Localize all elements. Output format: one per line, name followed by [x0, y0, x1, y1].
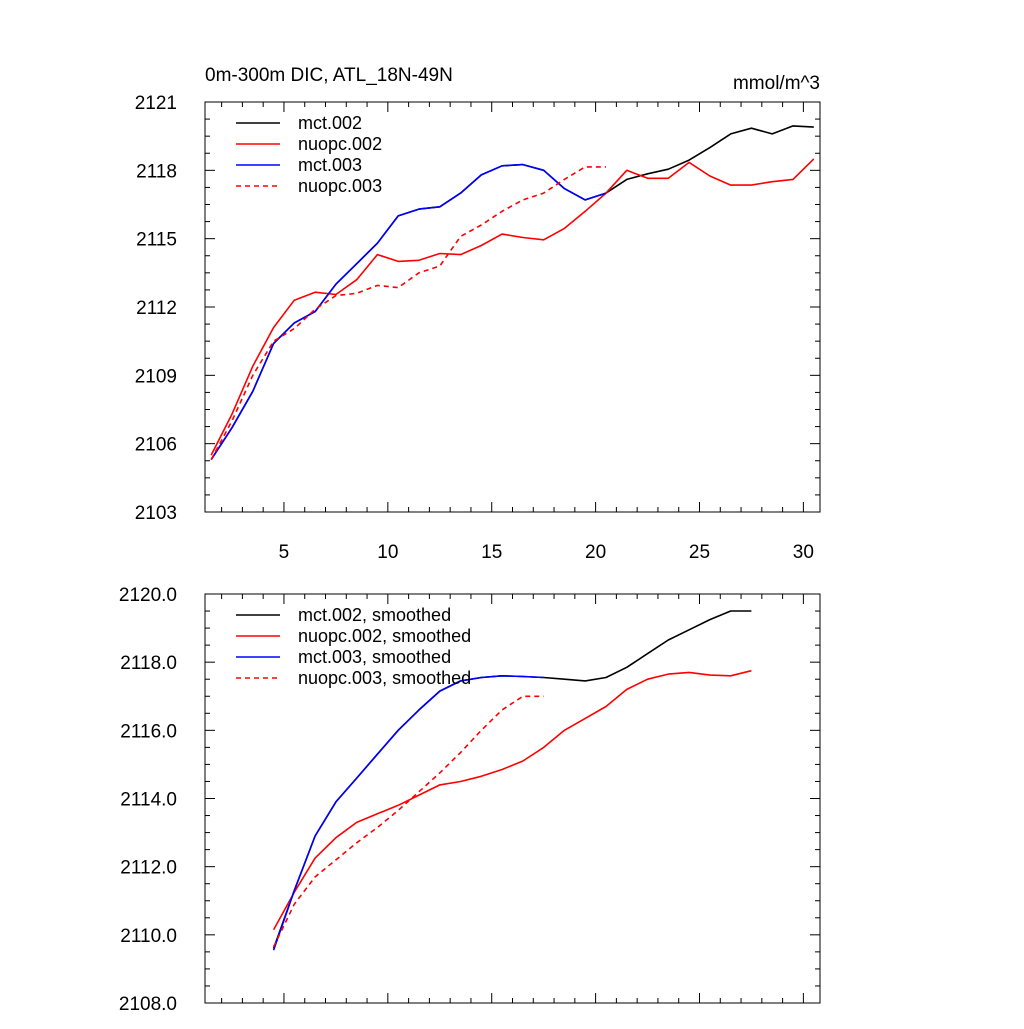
y-tick-label: 2106 — [135, 435, 177, 456]
bottom-panel: 2108.0 2110.0 2112.0 2114.0 2116.0 2118.0 2120… — [119, 585, 821, 1015]
y-tick-label: 2118 — [136, 161, 177, 182]
y-tick-label: 2121 — [135, 93, 177, 114]
x-tick-label: 5 — [279, 542, 290, 563]
y-tick-label: 2112 — [136, 298, 177, 319]
units-label: mmol/m^3 — [733, 73, 820, 94]
series-line-mct-003-smoothed — [272, 674, 544, 951]
y-tick-label: 2108.0 — [119, 994, 177, 1015]
series-line-nuopc-002 — [210, 158, 815, 456]
y-tick-label: 2112.0 — [120, 858, 177, 879]
y-tick-label: 2114.0 — [120, 790, 177, 811]
y-tick-label: 2120.0 — [119, 585, 177, 606]
x-tick-label: 15 — [481, 542, 502, 563]
x-tick-label: 25 — [689, 542, 710, 563]
legend-label-nuopc-003: nuopc.003 — [298, 176, 382, 196]
series-line-mct-003 — [210, 163, 607, 461]
y-tick-label: 2110.0 — [120, 926, 177, 947]
x-tick-label: 30 — [793, 542, 814, 563]
x-tick-label: 10 — [377, 542, 398, 563]
series-line-nuopc-003 — [210, 166, 606, 460]
y-tick-label: 2109 — [135, 366, 177, 387]
top-panel: 2103 2106 2109 2112 2115 2118 2121 5 10 15 20 25 30 0… — [135, 65, 821, 563]
legend-label-nuopc-003-smoothed: nuopc.003, smoothed — [298, 668, 471, 688]
y-tick-label: 2115 — [136, 230, 177, 251]
y-tick-label: 2116.0 — [120, 721, 177, 742]
series-line-nuopc-002-smoothed — [272, 669, 752, 931]
legend-label-mct-002: mct.002 — [298, 113, 362, 133]
legend-label-mct-002-smoothed: mct.002, smoothed — [298, 605, 451, 625]
legend-label-mct-003: mct.003 — [298, 155, 362, 175]
series-line-nuopc-003-smoothed — [272, 695, 544, 948]
legend-label-nuopc-002-smoothed: nuopc.002, smoothed — [298, 626, 471, 646]
legend-label-nuopc-002: nuopc.002 — [298, 134, 382, 154]
legend-label-mct-003-smoothed: mct.003, smoothed — [298, 647, 451, 667]
y-tick-label: 2118.0 — [120, 653, 177, 674]
x-tick-label: 20 — [585, 542, 606, 563]
chart-title: 0m-300m DIC, ATL_18N-49N — [205, 65, 453, 86]
y-tick-label: 2103 — [135, 503, 177, 524]
